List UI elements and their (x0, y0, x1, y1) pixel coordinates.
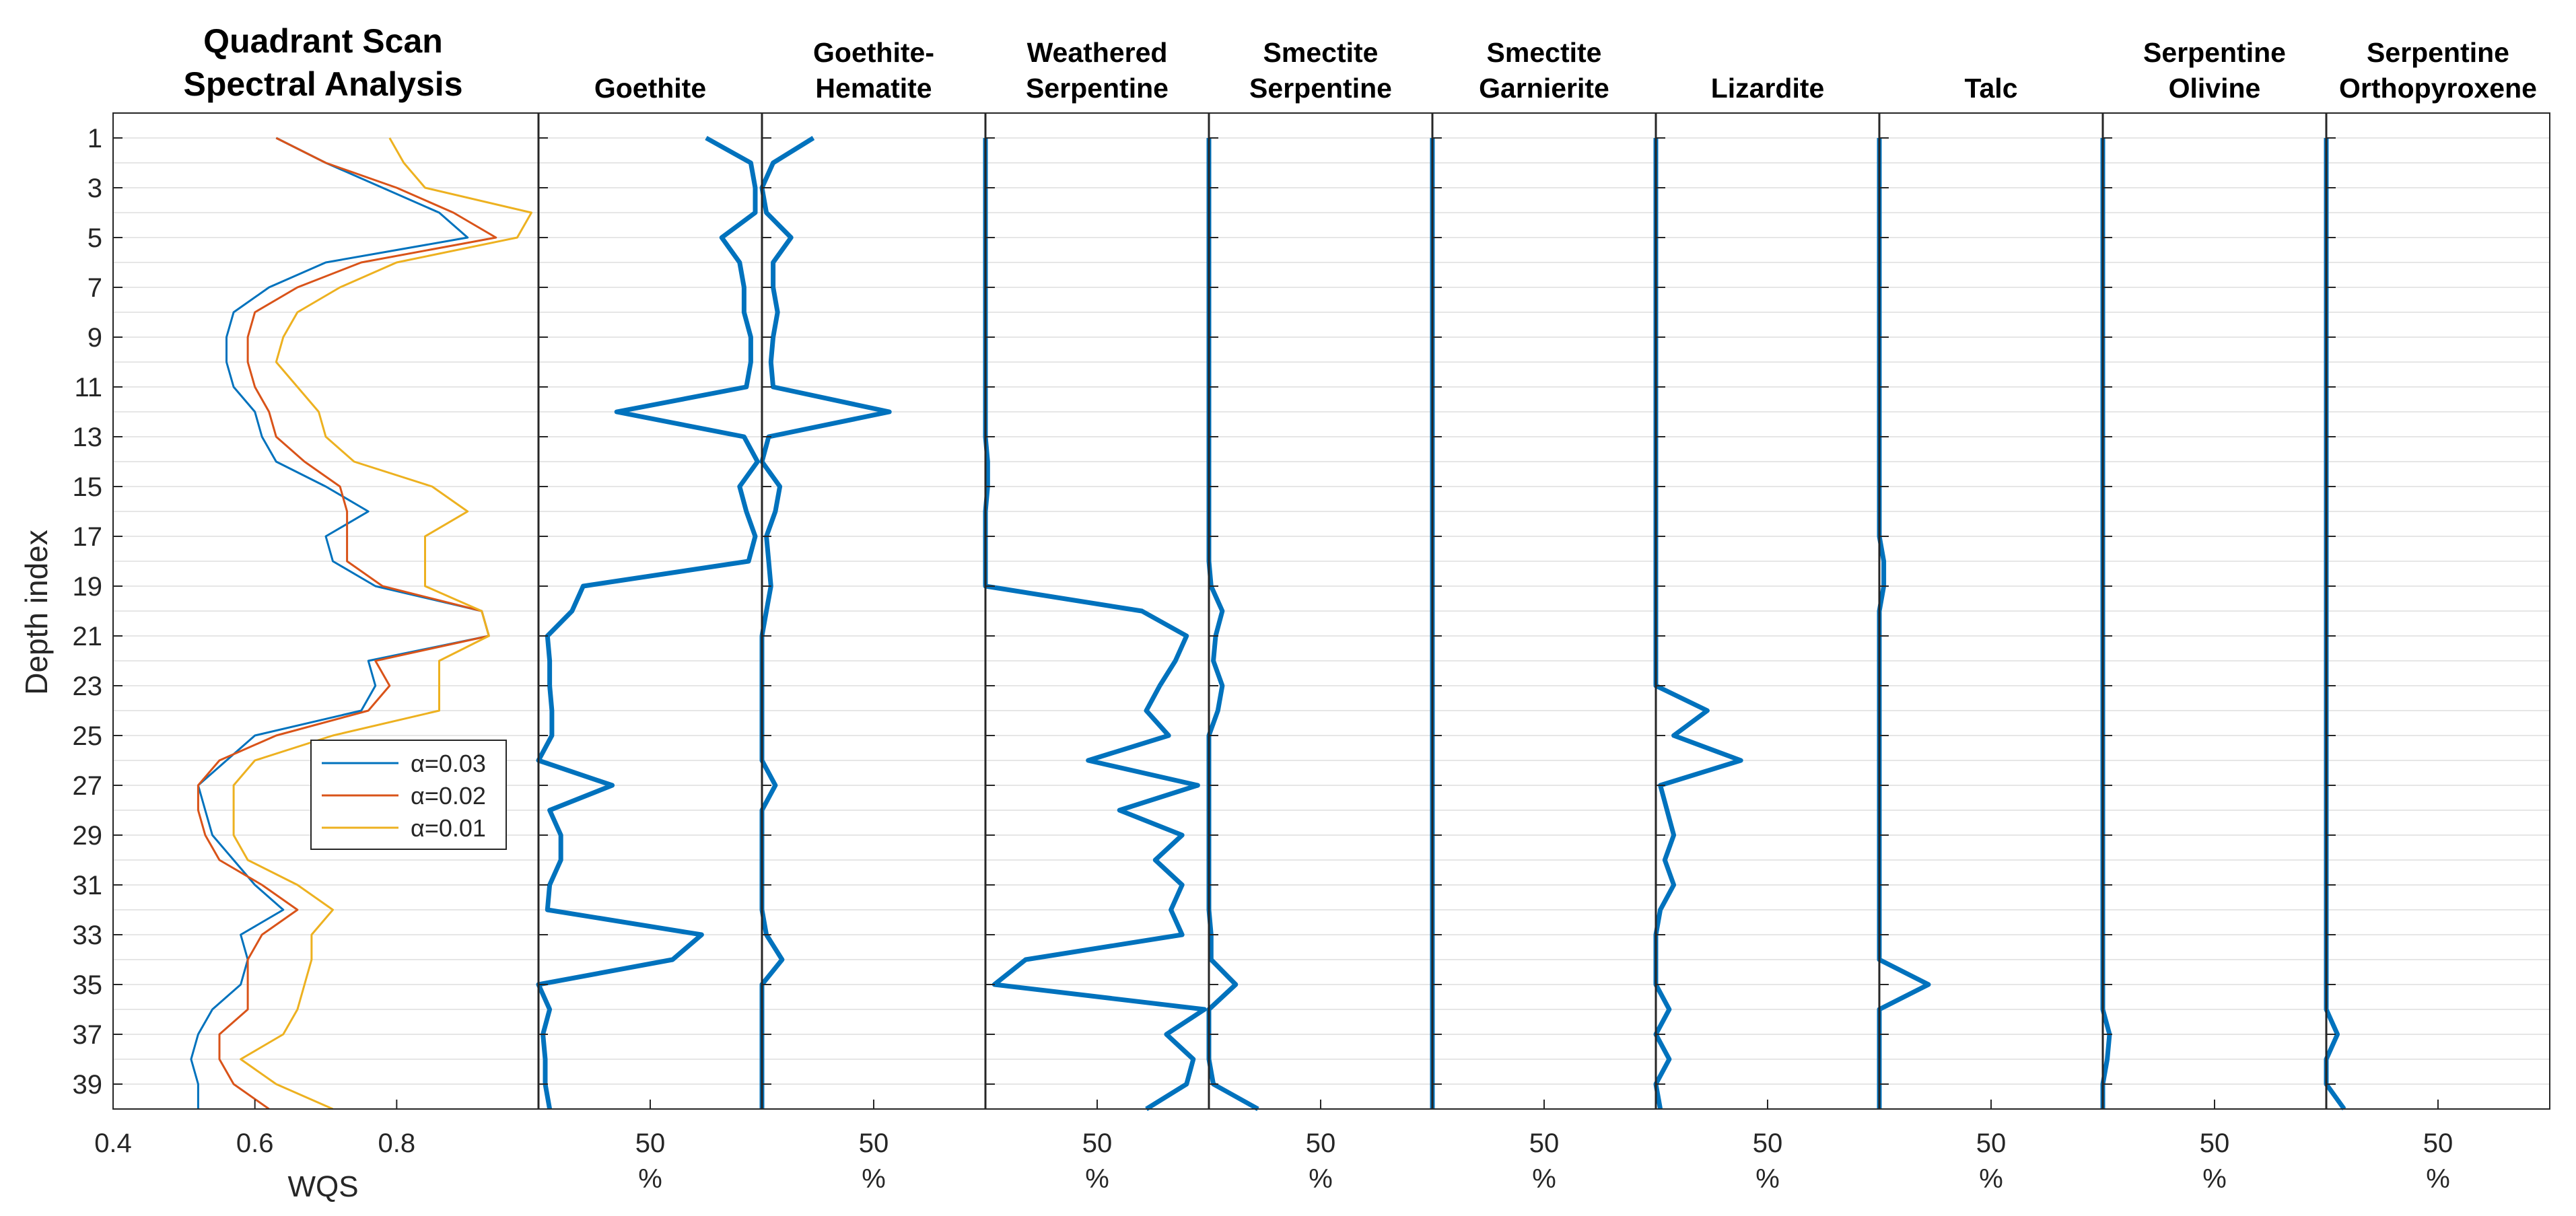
ytick-label-13: 27 (73, 771, 103, 801)
mineral-title-line2-5: Lizardite (1711, 73, 1825, 104)
legend-label-0: α=0.03 (411, 750, 486, 777)
ytick-label-0: 1 (88, 124, 102, 153)
mineral-xtick-label-6: 50 (1976, 1129, 2007, 1158)
mineral-title-line1-8: Serpentine (2367, 37, 2509, 68)
ytick-label-17: 35 (73, 970, 103, 1000)
mineral-line-5 (1653, 138, 1743, 1110)
ytick-label-3: 7 (88, 273, 102, 303)
ytick-label-9: 19 (73, 572, 103, 602)
mineral-xlabel-8: % (2426, 1164, 2450, 1194)
ytick-label-1: 3 (88, 174, 102, 203)
mineral-line-8 (2324, 138, 2346, 1111)
ytick-label-5: 11 (74, 373, 102, 402)
ytick-label-2: 5 (88, 223, 102, 253)
mineral-title-line1-4: Smectite (1487, 37, 1602, 68)
mineral-title-line2-4: Garnierite (1479, 73, 1609, 104)
mineral-title-line2-1: Hematite (815, 73, 932, 104)
mineral-line-3 (1206, 138, 1259, 1112)
mineral-line-0 (536, 135, 760, 1110)
wqs-title-line2: Spectral Analysis (183, 65, 462, 103)
ytick-label-10: 21 (73, 622, 103, 651)
mineral-title-line1-2: Weathered (1027, 37, 1168, 68)
ytick-label-6: 13 (73, 423, 103, 452)
mineral-xtick-label-5: 50 (1753, 1129, 1783, 1158)
mineral-title-line2-7: Olivine (2169, 73, 2261, 104)
mineral-xtick-label-3: 50 (1306, 1129, 1336, 1158)
ytick-label-4: 9 (88, 323, 102, 353)
mineral-line-2 (983, 138, 1207, 1111)
depth-axis-label: Depth index (19, 530, 54, 695)
wqs-xtick-label-2: 0.8 (378, 1129, 416, 1158)
mineral-line-1 (759, 136, 892, 1109)
ytick-label-7: 15 (73, 472, 103, 502)
ytick-label-8: 17 (73, 522, 103, 552)
mineral-title-line2-8: Orthopyroxene (2339, 73, 2537, 104)
ytick-label-15: 31 (73, 871, 103, 900)
ytick-label-16: 33 (73, 921, 103, 950)
mineral-title-line1-7: Serpentine (2143, 37, 2286, 68)
mineral-xlabel-5: % (1755, 1164, 1780, 1194)
legend-label-2: α=0.01 (411, 814, 486, 842)
wqs-series-line-0 (190, 137, 490, 1109)
mineral-xtick-label-7: 50 (2200, 1129, 2230, 1158)
mineral-title-line1-3: Smectite (1263, 37, 1379, 68)
wqs-series-line-2 (232, 137, 532, 1110)
mineral-xtick-label-2: 50 (1082, 1129, 1113, 1158)
mineral-xlabel-1: % (862, 1164, 886, 1194)
mineral-title-line2-3: Serpentine (1249, 73, 1392, 104)
legend-label-1: α=0.02 (411, 782, 486, 810)
mineral-xtick-label-8: 50 (2423, 1129, 2453, 1158)
wqs-title-line1: Quadrant Scan (203, 22, 443, 60)
wqs-xtick-label-0: 0.4 (94, 1129, 132, 1158)
ytick-label-12: 25 (73, 721, 103, 751)
ytick-label-18: 37 (73, 1020, 103, 1050)
mineral-xlabel-2: % (1085, 1164, 1109, 1194)
mineral-xlabel-7: % (2202, 1164, 2227, 1194)
mineral-xlabel-6: % (1979, 1164, 2003, 1194)
mineral-title-line2-6: Talc (1965, 73, 2018, 104)
mineral-xtick-label-1: 50 (859, 1129, 889, 1158)
mineral-xlabel-4: % (1532, 1164, 1556, 1194)
mineral-line-6 (1877, 138, 1931, 1109)
ytick-label-14: 29 (73, 821, 103, 851)
mineral-title-line2-2: Serpentine (1026, 73, 1169, 104)
ytick-label-19: 39 (73, 1070, 103, 1100)
mineral-xtick-label-0: 50 (635, 1129, 666, 1158)
wqs-xtick-label-1: 0.6 (236, 1129, 274, 1158)
mineral-title-line1-1: Goethite- (813, 37, 934, 68)
mineral-xtick-label-4: 50 (1529, 1129, 1560, 1158)
mineral-xlabel-0: % (638, 1164, 662, 1194)
plot-frame (112, 112, 2550, 1110)
ytick-label-11: 23 (73, 672, 103, 701)
mineral-title-line2-0: Goethite (594, 73, 706, 104)
mineral-xlabel-3: % (1309, 1164, 1333, 1194)
wqs-xlabel: WQS (287, 1170, 358, 1203)
